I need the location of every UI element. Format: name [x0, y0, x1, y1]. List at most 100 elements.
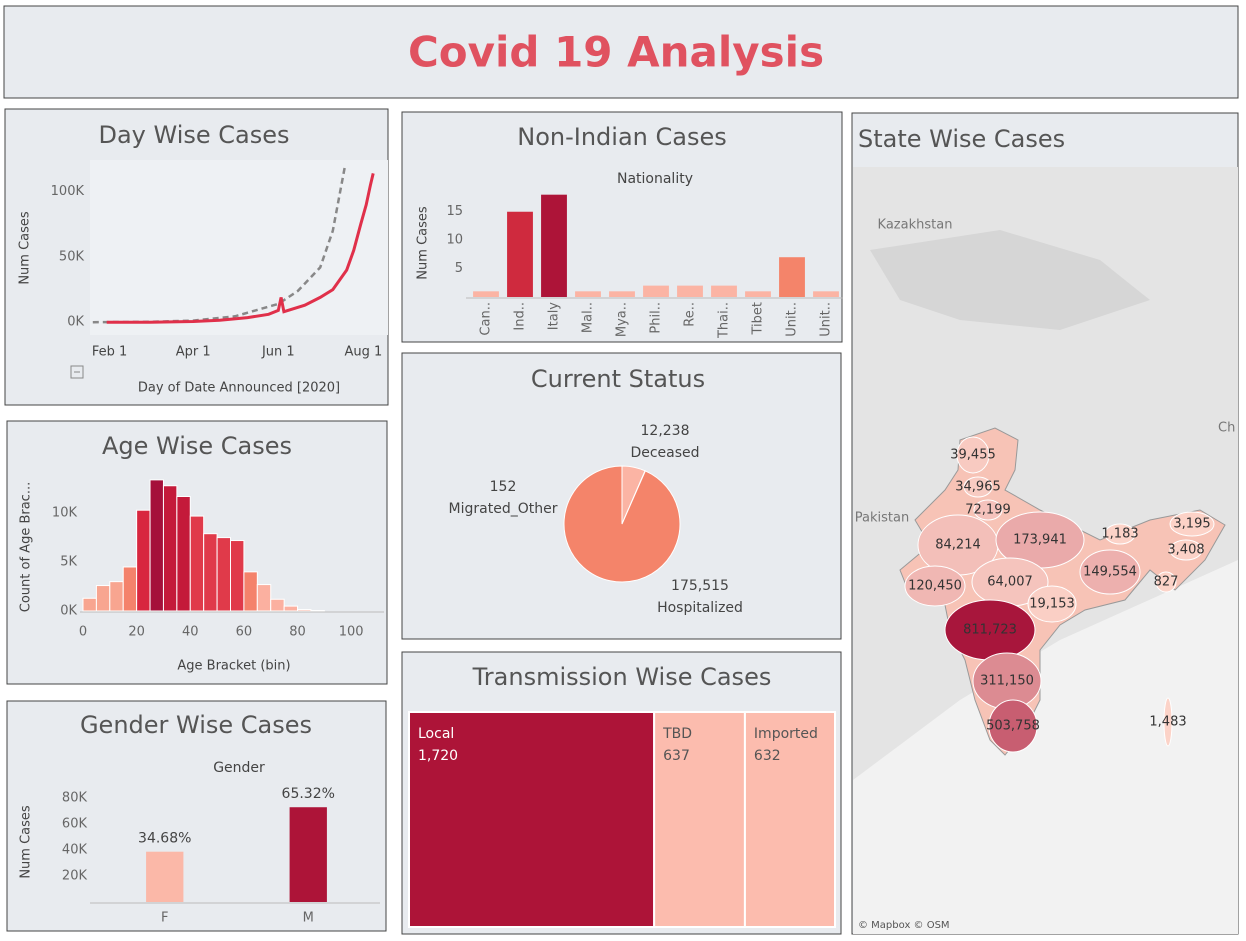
x-tick-label: Feb 1 [92, 345, 127, 360]
subtitle: Nationality [617, 171, 693, 187]
bar [745, 291, 771, 297]
state-value-label: 39,455 [950, 448, 996, 463]
cell-category-label: TBD [662, 726, 692, 742]
state-value-label: 1,183 [1101, 527, 1138, 542]
x-tick-label: Aug 1 [345, 345, 383, 360]
panel [401, 111, 843, 343]
state-value-label: 503,758 [986, 719, 1040, 734]
state-value-label: 1,483 [1149, 715, 1186, 730]
x-tick-label: Jun 1 [261, 345, 295, 360]
x-axis-label: Age Bracket (bin) [177, 659, 290, 674]
histogram-bar [109, 581, 124, 612]
histogram-bar [122, 566, 138, 612]
x-tick-label: F [161, 911, 168, 926]
state-value-label: 3,195 [1173, 517, 1210, 532]
state-region [956, 436, 990, 474]
y-axis-label: Num Cases [19, 805, 34, 879]
slice-category-label: Deceased [630, 445, 699, 461]
state-region [904, 565, 966, 607]
bar [677, 285, 703, 297]
cell-value-label: 632 [754, 748, 781, 764]
y-tick-label: 50K [59, 249, 85, 264]
x-tick-label: 80 [289, 625, 306, 640]
state-region [1169, 511, 1215, 537]
data-line [106, 173, 375, 324]
bar [289, 807, 327, 902]
x-axis-label: Day of Date Announced [2020] [138, 381, 340, 396]
bar [643, 285, 669, 297]
state-value-label: 120,450 [908, 579, 962, 594]
chart-title: Gender Wise Cases [80, 711, 312, 739]
cell-value-label: 637 [663, 748, 690, 764]
state-region [1079, 549, 1141, 595]
bar [473, 291, 499, 297]
slice-value-label: 175,515 [671, 578, 729, 594]
histogram-bar [176, 496, 191, 612]
x-tick-label: 20 [128, 625, 145, 640]
y-tick-label: 15 [446, 204, 463, 219]
histogram-bar [216, 537, 232, 612]
bar [813, 291, 839, 297]
x-tick-label: M [303, 911, 314, 926]
x-tick-label: Tibet [751, 302, 766, 336]
histogram-bar [203, 533, 218, 612]
y-tick-label: 40K [62, 843, 88, 858]
histogram-bar [243, 571, 258, 612]
histogram-bar [283, 605, 299, 612]
x-tick-label: Unit.. [819, 302, 834, 337]
y-tick-label: 5 [455, 261, 463, 276]
state-value-label: 3,408 [1167, 543, 1204, 558]
slice-value-label: 12,238 [641, 423, 690, 439]
state-region [973, 499, 1003, 521]
x-tick-label: 40 [182, 625, 199, 640]
x-tick-label: Apr 1 [176, 345, 211, 360]
y-tick-label: 0K [60, 604, 77, 619]
x-tick-label: 0 [79, 625, 87, 640]
collapse-icon [70, 365, 84, 379]
state-value-label: 149,554 [1083, 565, 1137, 580]
state-region [1169, 539, 1203, 561]
state-region [1104, 523, 1136, 545]
map-attribution: © Mapbox © OSM [858, 920, 950, 931]
bar [779, 257, 805, 297]
x-tick-label: 60 [236, 625, 253, 640]
x-tick-label: Thai.. [717, 302, 732, 339]
treemap-cell [653, 711, 746, 928]
treemap-cell [743, 711, 836, 928]
bar [575, 291, 601, 297]
state-value-label: 173,941 [1013, 533, 1067, 548]
cell-category-label: Imported [754, 726, 818, 742]
map-region [870, 230, 1150, 330]
title-panel [3, 5, 1239, 99]
x-tick-label: Unit.. [785, 302, 800, 337]
state-value-label: 811,723 [963, 623, 1017, 638]
chart-title: Non-Indian Cases [517, 123, 726, 151]
state-value-label: 311,150 [980, 674, 1034, 689]
chart-title: State Wise Cases [858, 125, 1065, 153]
bar [507, 211, 533, 297]
state-region [963, 476, 993, 498]
state-region [1027, 585, 1077, 623]
histogram-bar [256, 584, 272, 612]
slice-category-label: Hospitalized [657, 600, 743, 616]
y-tick-label: 80K [62, 791, 88, 806]
y-tick-label: 60K [62, 817, 88, 832]
y-tick-label: 100K [51, 184, 85, 199]
x-tick-label: Re.. [683, 302, 698, 327]
place-label: Pakistan [855, 511, 909, 526]
cell-category-label: Local [418, 726, 454, 742]
x-tick-label: Can.. [479, 302, 494, 336]
chart-title: Transmission Wise Cases [472, 663, 772, 691]
histogram-bar [297, 609, 312, 612]
state-value-label: 827 [1154, 575, 1179, 590]
bar [146, 851, 184, 902]
state-value-label: 34,965 [955, 480, 1001, 495]
y-tick-label: 10K [52, 506, 78, 521]
place-label: Ch [1218, 421, 1235, 436]
cell-value-label: 1,720 [418, 748, 458, 764]
y-axis-label: Count of Age Brac... [19, 482, 34, 612]
dashboard-title: Covid 19 Analysis [408, 28, 824, 77]
histogram-bar [95, 585, 111, 612]
treemap-cell [408, 711, 656, 928]
y-axis-label: Num Cases [18, 211, 33, 285]
